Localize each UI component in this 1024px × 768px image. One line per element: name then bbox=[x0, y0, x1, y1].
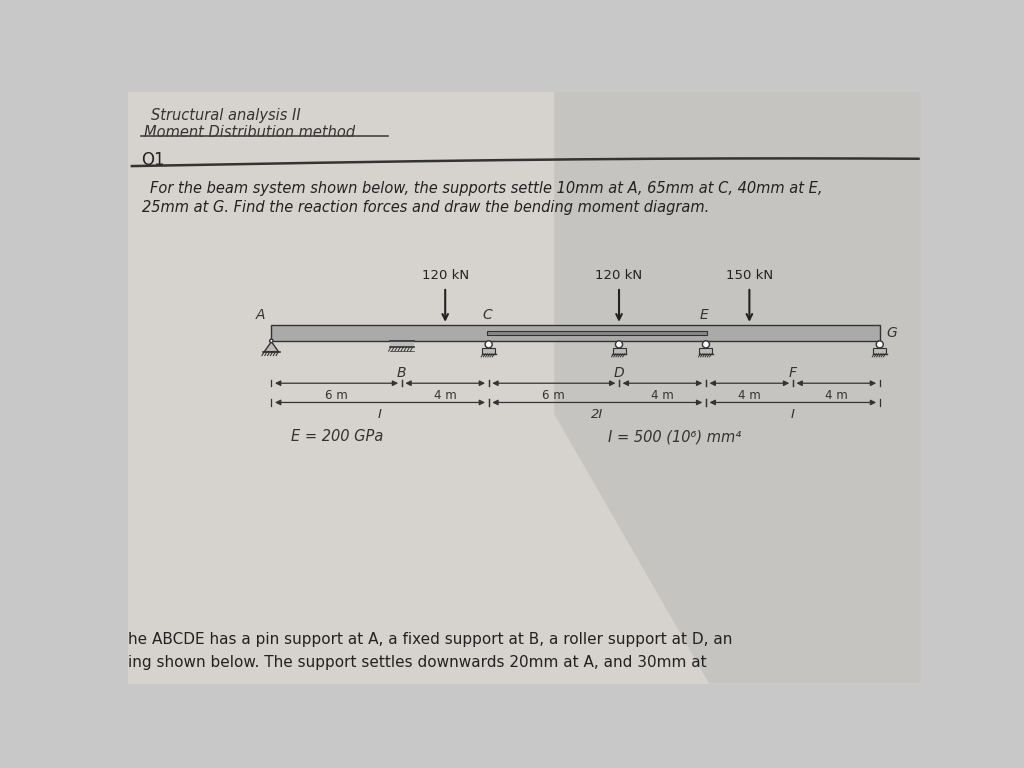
Text: he ABCDE has a pin support at A, a fixed support at B, a roller support at D, an: he ABCDE has a pin support at A, a fixed… bbox=[128, 631, 732, 647]
Text: 4 m: 4 m bbox=[738, 389, 761, 402]
Text: 6 m: 6 m bbox=[326, 389, 348, 402]
Text: 120 kN: 120 kN bbox=[422, 270, 469, 283]
Text: 4 m: 4 m bbox=[825, 389, 848, 402]
Text: G: G bbox=[886, 326, 897, 340]
Bar bbox=[699, 348, 713, 354]
Circle shape bbox=[269, 339, 273, 343]
Text: Structural analysis II: Structural analysis II bbox=[152, 108, 301, 123]
Text: Moment Distribution method: Moment Distribution method bbox=[143, 125, 354, 141]
Bar bbox=[271, 326, 880, 341]
Text: Q1: Q1 bbox=[141, 151, 165, 169]
Bar bbox=[390, 341, 414, 347]
Text: ing shown below. The support settles downwards 20mm at A, and 30mm at: ing shown below. The support settles dow… bbox=[128, 654, 707, 670]
Polygon shape bbox=[264, 342, 279, 352]
Circle shape bbox=[702, 341, 710, 348]
Text: C: C bbox=[482, 309, 492, 323]
Bar bbox=[612, 348, 626, 354]
Text: 2I: 2I bbox=[591, 408, 603, 421]
Text: 120 kN: 120 kN bbox=[595, 270, 643, 283]
Bar bbox=[873, 348, 886, 354]
Text: 25mm at G. Find the reaction forces and draw the bending moment diagram.: 25mm at G. Find the reaction forces and … bbox=[142, 200, 710, 215]
Bar bbox=[487, 331, 708, 336]
Polygon shape bbox=[554, 92, 922, 684]
Text: 4 m: 4 m bbox=[434, 389, 457, 402]
Text: E: E bbox=[700, 309, 709, 323]
Text: I = 500 (10⁶) mm⁴: I = 500 (10⁶) mm⁴ bbox=[608, 429, 741, 445]
Circle shape bbox=[615, 341, 623, 348]
Text: E = 200 GPa: E = 200 GPa bbox=[291, 429, 383, 445]
Bar bbox=[482, 348, 496, 354]
Text: For the beam system shown below, the supports settle 10mm at A, 65mm at C, 40mm : For the beam system shown below, the sup… bbox=[150, 181, 822, 197]
Text: A: A bbox=[256, 309, 265, 323]
Text: 4 m: 4 m bbox=[651, 389, 674, 402]
Text: D: D bbox=[613, 366, 625, 379]
Text: 150 kN: 150 kN bbox=[726, 270, 773, 283]
Text: I: I bbox=[378, 408, 382, 421]
Text: 6 m: 6 m bbox=[543, 389, 565, 402]
Text: I: I bbox=[791, 408, 795, 421]
Circle shape bbox=[877, 341, 884, 348]
Text: B: B bbox=[397, 366, 407, 379]
Circle shape bbox=[485, 341, 493, 348]
Text: F: F bbox=[788, 366, 797, 379]
